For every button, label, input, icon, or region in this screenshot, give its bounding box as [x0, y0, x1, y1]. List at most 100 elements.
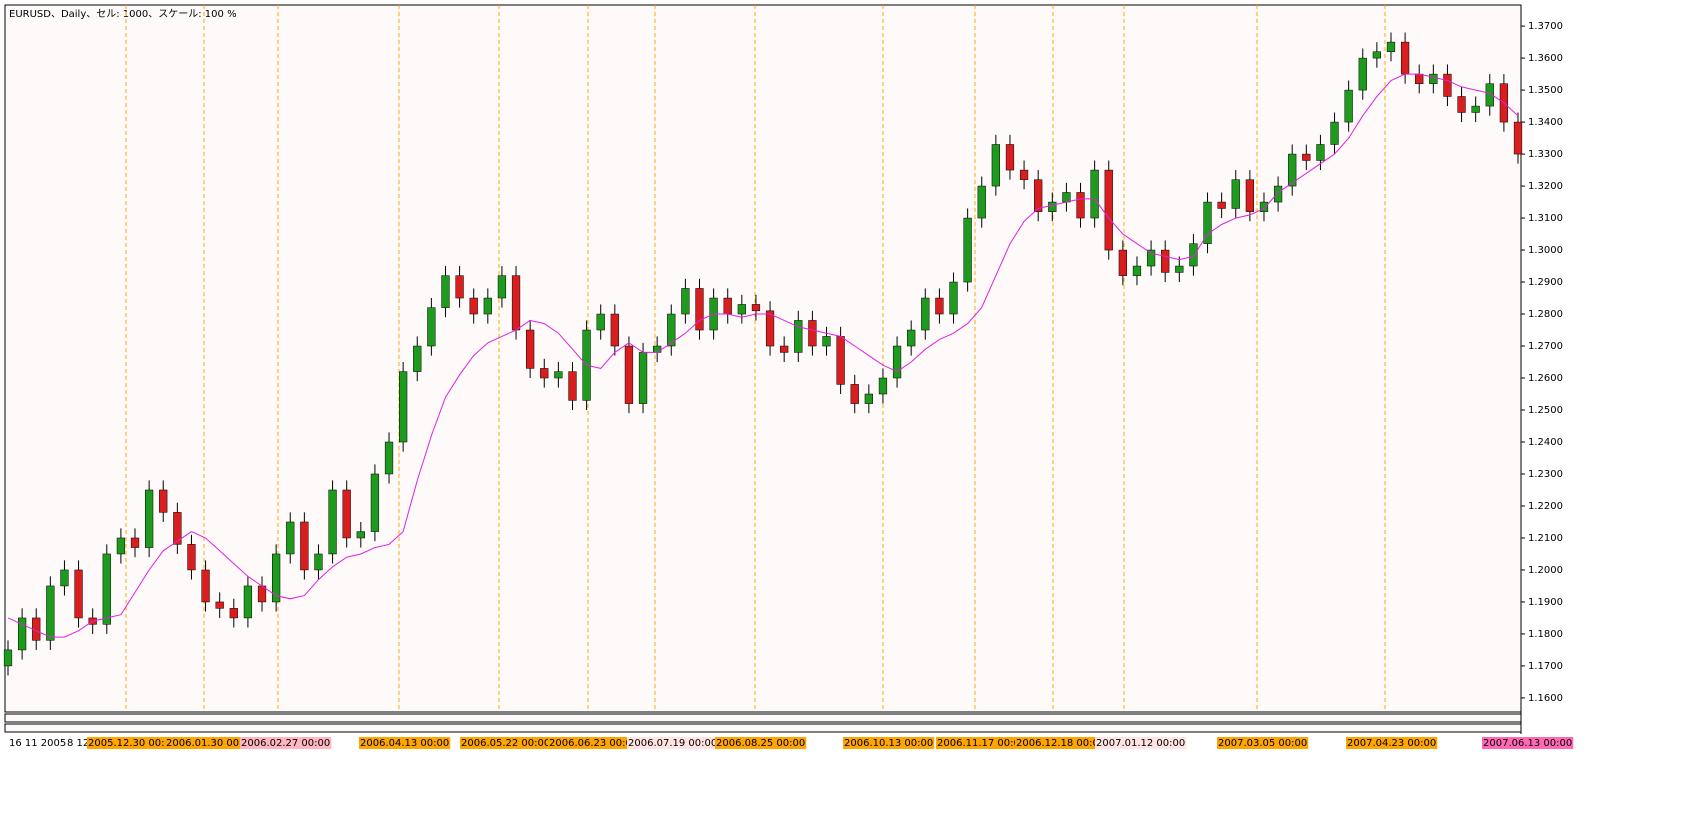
y-tick-label: 1.2800	[1528, 309, 1563, 320]
candle-body	[892, 345, 902, 379]
candle-body	[765, 310, 775, 347]
candle-body	[1175, 265, 1184, 273]
candle-body	[1415, 73, 1424, 84]
time-label: 2007.04.23 00:00	[1347, 738, 1436, 749]
time-label-highlight	[1217, 737, 1309, 749]
time-label: 2006.01.30 00:00	[166, 738, 255, 749]
candle-body	[314, 553, 323, 571]
candle-body	[1288, 153, 1297, 187]
candle-body	[1019, 169, 1029, 180]
candle-body	[144, 489, 154, 548]
candle-body	[878, 377, 888, 395]
y-tick-label: 1.2500	[1528, 405, 1563, 416]
candle-body	[272, 553, 281, 603]
time-label-highlight	[1015, 737, 1107, 749]
time-label: 2005.12.30 00:00	[88, 738, 177, 749]
y-tick-label: 1.2600	[1528, 373, 1563, 384]
indicator-panel	[4, 713, 1522, 723]
candle-body	[3, 649, 13, 667]
candle-body	[370, 473, 380, 532]
y-tick-label: 1.2700	[1528, 341, 1563, 352]
time-label-highlight	[460, 737, 552, 749]
candle-body	[963, 217, 972, 283]
candle-body	[921, 297, 930, 331]
y-tick-label: 1.3100	[1528, 213, 1563, 224]
y-tick-label: 1.3300	[1528, 149, 1563, 160]
candle-body	[243, 585, 253, 619]
candle-body	[737, 304, 746, 315]
candle-body	[1203, 201, 1212, 244]
candle-body	[1302, 153, 1311, 161]
y-tick-label: 1.3700	[1528, 21, 1563, 32]
time-label: 2006.02.27 00:00	[241, 738, 330, 749]
candle-body	[977, 185, 986, 219]
candle-body	[1386, 41, 1396, 52]
candle-body	[483, 297, 492, 315]
y-tick-label: 1.2000	[1528, 565, 1563, 576]
time-label-highlight	[1482, 737, 1574, 749]
candle-body	[46, 585, 55, 641]
y-tick-label: 1.2100	[1528, 533, 1563, 544]
y-tick-label: 1.1600	[1528, 693, 1563, 704]
candle-body	[413, 345, 422, 372]
time-label: 16 11 2005	[9, 738, 66, 749]
y-tick-label: 1.3500	[1528, 85, 1563, 96]
candle-body	[328, 489, 337, 555]
time-label: 2006.07.19 00:00	[628, 738, 717, 749]
candle-body	[1400, 41, 1410, 75]
candle-body	[17, 617, 27, 651]
candle-body	[1471, 105, 1480, 113]
candle-body	[1485, 83, 1494, 107]
candle-body	[399, 371, 408, 443]
candle-body	[1457, 96, 1466, 113]
candle-body	[610, 313, 619, 347]
candle-body	[822, 336, 831, 347]
candle-body	[356, 531, 365, 539]
time-label-highlight	[1095, 737, 1187, 749]
candle-body	[1005, 144, 1015, 171]
candle-body	[1062, 192, 1071, 203]
candle-body	[653, 345, 662, 353]
candle-body	[1090, 169, 1099, 219]
candle-body	[596, 313, 605, 331]
candle-body	[159, 489, 168, 513]
candle-body	[836, 336, 845, 385]
time-label: 2006.11.17 00:00	[937, 738, 1026, 749]
time-label: 2007.03.05 00:00	[1218, 738, 1307, 749]
candle-body	[1259, 201, 1269, 212]
candle-body	[695, 288, 704, 331]
candle-body	[667, 313, 676, 347]
candle-body	[935, 297, 944, 315]
candle-body	[780, 345, 789, 353]
candle-body	[723, 297, 732, 315]
candle-body	[808, 320, 817, 347]
candle-body	[681, 288, 690, 315]
candle-body	[173, 512, 182, 545]
y-tick-label: 1.3000	[1528, 245, 1563, 256]
indicator-panel	[4, 723, 1522, 733]
candle-body	[1161, 249, 1170, 273]
y-tick-label: 1.3400	[1528, 117, 1563, 128]
candle-body	[907, 329, 916, 347]
chart-title: EURUSD、Daily、セル: 1000、スケール: 100 %	[9, 8, 237, 20]
time-label-highlight	[715, 737, 807, 749]
candle-body	[624, 345, 634, 404]
candle-body	[1104, 169, 1113, 251]
candle-body	[751, 304, 761, 312]
time-label: 2006.12.18 00:00	[1016, 738, 1105, 749]
candle-body	[342, 489, 351, 539]
candle-body	[1372, 51, 1382, 59]
candle-body	[116, 537, 126, 555]
candle-body	[441, 275, 450, 308]
candle-body	[187, 544, 196, 571]
time-label: 2007.01.12 00:00	[1096, 738, 1185, 749]
candle-body	[864, 393, 873, 404]
candle-body	[455, 275, 464, 299]
moving-average	[7, 73, 1519, 638]
time-label: 2006.04.13 00:00	[360, 738, 449, 749]
time-label-highlight	[627, 737, 719, 749]
candle-body	[286, 521, 295, 555]
time-label-highlight	[165, 737, 257, 749]
plot-frame	[4, 4, 1522, 713]
